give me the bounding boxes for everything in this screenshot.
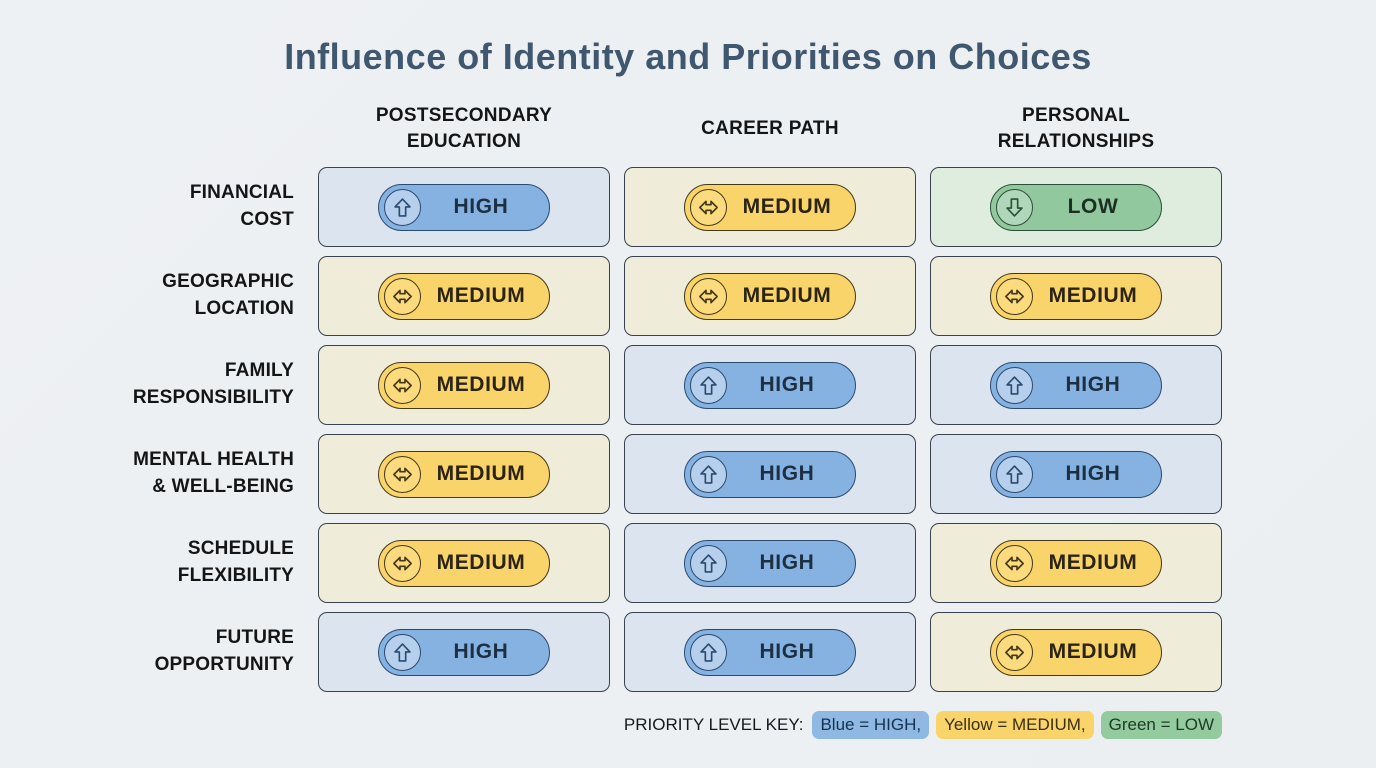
- up-arrow-icon: [384, 633, 421, 671]
- row-label: FUTURE OPPORTUNITY: [154, 627, 294, 675]
- badge-label: MEDIUM: [1048, 640, 1138, 663]
- badge-label: HIGH: [759, 640, 815, 663]
- priority-badge: MEDIUM: [378, 539, 550, 587]
- badge-label: HIGH: [1065, 373, 1121, 396]
- column-header: PERSONAL RELATIONSHIPS: [997, 105, 1155, 152]
- matrix-cell: MEDIUM: [930, 612, 1222, 692]
- priority-matrix: POSTSECONDARY EDUCATION CAREER PATH PERSON…: [24, 100, 1222, 692]
- up-arrow-icon: [690, 366, 727, 404]
- left-right-arrow-icon: [996, 544, 1033, 582]
- badge-label: MEDIUM: [742, 284, 832, 307]
- legend-title: PRIORITY LEVEL KEY:: [623, 715, 804, 734]
- matrix-cell: MEDIUM: [318, 345, 610, 425]
- left-right-arrow-icon: [690, 277, 727, 315]
- legend-chip: Yellow = MEDIUM,: [936, 711, 1094, 739]
- badge-label: HIGH: [759, 462, 815, 485]
- column-header: POSTSECONDARY EDUCATION: [375, 105, 553, 152]
- badge-label: MEDIUM: [742, 195, 832, 218]
- legend-chip: Blue = HIGH,: [812, 711, 930, 739]
- priority-badge: HIGH: [684, 361, 856, 409]
- column-header: CAREER PATH: [701, 118, 839, 140]
- priority-badge: MEDIUM: [990, 272, 1162, 320]
- left-right-arrow-icon: [996, 277, 1033, 315]
- badge-label: MEDIUM: [436, 462, 526, 485]
- priority-badge: HIGH: [378, 628, 550, 676]
- matrix-cell: HIGH: [624, 434, 916, 514]
- badge-label: HIGH: [453, 640, 509, 663]
- priority-badge: MEDIUM: [378, 450, 550, 498]
- priority-badge: LOW: [990, 183, 1162, 231]
- badge-label: LOW: [1067, 195, 1119, 218]
- up-arrow-icon: [690, 544, 727, 582]
- badge-label: MEDIUM: [436, 373, 526, 396]
- badge-label: HIGH: [1065, 462, 1121, 485]
- left-right-arrow-icon: [384, 544, 421, 582]
- matrix-cell: MEDIUM: [318, 434, 610, 514]
- priority-badge: HIGH: [684, 450, 856, 498]
- badge-label: MEDIUM: [436, 551, 526, 574]
- badge-label: MEDIUM: [436, 284, 526, 307]
- left-right-arrow-icon: [384, 455, 421, 493]
- up-arrow-icon: [996, 366, 1033, 404]
- matrix-cell: MEDIUM: [930, 523, 1222, 603]
- matrix-cell: HIGH: [624, 612, 916, 692]
- left-right-arrow-icon: [384, 366, 421, 404]
- priority-badge: MEDIUM: [990, 628, 1162, 676]
- matrix-cell: HIGH: [624, 345, 916, 425]
- priority-badge: MEDIUM: [684, 183, 856, 231]
- row-label: MENTAL HEALTH & WELL-BEING: [133, 449, 294, 497]
- matrix-cell: HIGH: [318, 612, 610, 692]
- row-label: FAMILY RESPONSIBILITY: [132, 360, 294, 408]
- priority-badge: HIGH: [990, 361, 1162, 409]
- priority-badge: MEDIUM: [684, 272, 856, 320]
- matrix-cell: HIGH: [930, 345, 1222, 425]
- row-label: GEOGRAPHIC LOCATION: [162, 271, 294, 319]
- left-right-arrow-icon: [690, 188, 727, 226]
- badge-label: MEDIUM: [1048, 551, 1138, 574]
- matrix-cell: MEDIUM: [318, 523, 610, 603]
- left-right-arrow-icon: [384, 277, 421, 315]
- badge-label: MEDIUM: [1048, 284, 1138, 307]
- badge-label: HIGH: [759, 373, 815, 396]
- matrix-cell: HIGH: [318, 167, 610, 247]
- matrix-cell: MEDIUM: [930, 256, 1222, 336]
- badge-label: HIGH: [453, 195, 509, 218]
- matrix-cell: MEDIUM: [318, 256, 610, 336]
- priority-badge: HIGH: [378, 183, 550, 231]
- matrix-cell: MEDIUM: [624, 167, 916, 247]
- matrix-cell: LOW: [930, 167, 1222, 247]
- legend: PRIORITY LEVEL KEY: Blue = HIGH, Yellow =…: [624, 711, 1222, 739]
- up-arrow-icon: [690, 455, 727, 493]
- matrix-corner-spacer: [24, 100, 304, 158]
- priority-badge: MEDIUM: [378, 272, 550, 320]
- page-title: Influence of Identity and Priorities on …: [284, 36, 1092, 77]
- down-arrow-icon: [996, 188, 1033, 226]
- row-label: FINANCIAL COST: [189, 182, 294, 230]
- badge-label: HIGH: [759, 551, 815, 574]
- priority-badge: MEDIUM: [990, 539, 1162, 587]
- left-right-arrow-icon: [996, 633, 1033, 671]
- up-arrow-icon: [996, 455, 1033, 493]
- legend-chip: Green = LOW: [1100, 711, 1222, 739]
- priority-badge: HIGH: [684, 539, 856, 587]
- matrix-cell: MEDIUM: [624, 256, 916, 336]
- priority-badge: HIGH: [684, 628, 856, 676]
- up-arrow-icon: [690, 633, 727, 671]
- up-arrow-icon: [384, 188, 421, 226]
- priority-badge: HIGH: [990, 450, 1162, 498]
- priority-badge: MEDIUM: [378, 361, 550, 409]
- row-label: SCHEDULE FLEXIBILITY: [177, 538, 294, 586]
- matrix-cell: HIGH: [930, 434, 1222, 514]
- matrix-cell: HIGH: [624, 523, 916, 603]
